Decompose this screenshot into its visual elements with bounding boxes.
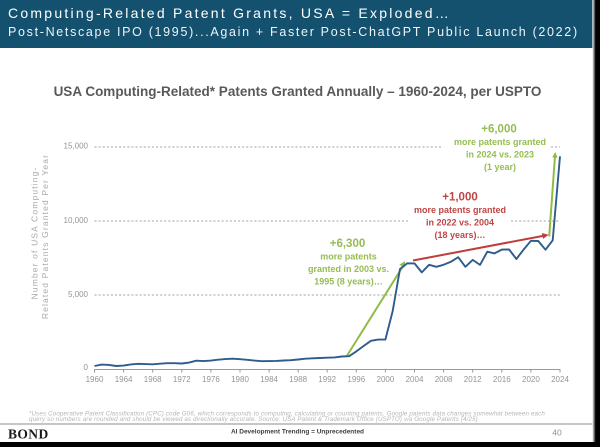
svg-text:BOND: BOND <box>8 427 49 442</box>
svg-text:1984: 1984 <box>260 375 278 384</box>
svg-text:Related Patents Granted Per Ye: Related Patents Granted Per Year <box>40 154 50 319</box>
svg-text:AI Development Trending = Unpr: AI Development Trending = Unprecedented <box>231 429 364 436</box>
svg-text:+6,300: +6,300 <box>330 238 366 250</box>
svg-text:1988: 1988 <box>289 375 307 384</box>
svg-text:1980: 1980 <box>231 375 249 384</box>
svg-text:40: 40 <box>552 428 562 438</box>
svg-text:+1,000: +1,000 <box>442 192 478 204</box>
svg-text:1976: 1976 <box>202 375 220 384</box>
svg-text:Computing-Related Patent Grant: Computing-Related Patent Grants, USA = E… <box>8 5 451 21</box>
svg-text:(1 year): (1 year) <box>484 162 516 172</box>
svg-text:2012: 2012 <box>464 375 482 384</box>
svg-text:1992: 1992 <box>318 375 336 384</box>
svg-text:2008: 2008 <box>435 375 453 384</box>
svg-text:1960: 1960 <box>86 375 104 384</box>
svg-text:5,000: 5,000 <box>68 290 89 299</box>
svg-text:2024: 2024 <box>551 375 569 384</box>
svg-text:10,000: 10,000 <box>64 216 89 225</box>
svg-text:1968: 1968 <box>144 375 162 384</box>
svg-text:(18 years)…: (18 years)… <box>434 230 485 240</box>
svg-text:2020: 2020 <box>522 375 540 384</box>
svg-text:in 2024 vs. 2023: in 2024 vs. 2023 <box>466 150 534 160</box>
svg-text:in 2022 vs. 2004: in 2022 vs. 2004 <box>426 218 494 228</box>
svg-text:+6,000: +6,000 <box>481 124 517 136</box>
svg-text:more patents granted: more patents granted <box>454 137 546 147</box>
svg-text:more patents: more patents <box>320 252 377 262</box>
svg-text:2016: 2016 <box>493 375 511 384</box>
svg-text:1972: 1972 <box>173 375 191 384</box>
svg-text:query so numbers are rounded a: query so numbers are rounded and should … <box>29 416 478 423</box>
svg-text:Post-Netscape IPO (1995)...Aga: Post-Netscape IPO (1995)...Again + Faste… <box>8 25 579 39</box>
svg-text:1964: 1964 <box>115 375 133 384</box>
svg-text:2000: 2000 <box>377 375 395 384</box>
svg-text:Number of USA Computing-: Number of USA Computing- <box>30 167 40 300</box>
svg-text:1995 (8 years)…: 1995 (8 years)… <box>314 277 383 287</box>
svg-text:1996: 1996 <box>347 375 365 384</box>
svg-text:more patents granted: more patents granted <box>414 205 506 215</box>
svg-text:2004: 2004 <box>406 375 424 384</box>
svg-text:0: 0 <box>84 363 89 372</box>
svg-text:USA Computing-Related* Patents: USA Computing-Related* Patents Granted A… <box>54 84 542 99</box>
svg-text:15,000: 15,000 <box>64 142 89 151</box>
svg-text:granted in 2003 vs.: granted in 2003 vs. <box>308 264 389 274</box>
